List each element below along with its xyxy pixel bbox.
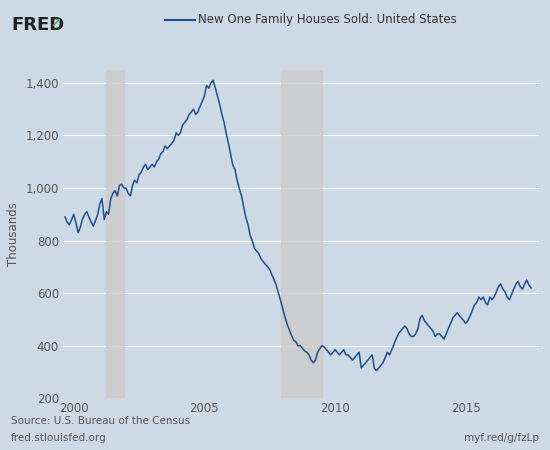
Text: ↗: ↗ [51, 17, 61, 30]
Text: FRED: FRED [11, 16, 64, 34]
Text: myf.red/g/fzLp: myf.red/g/fzLp [464, 433, 539, 443]
Bar [280, 70, 322, 398]
Y-axis label: Thousands: Thousands [7, 202, 20, 266]
Text: Source: U.S. Bureau of the Census: Source: U.S. Bureau of the Census [11, 416, 190, 426]
Text: fred.stlouisfed.org: fred.stlouisfed.org [11, 433, 107, 443]
Bar [106, 70, 124, 398]
Text: New One Family Houses Sold: United States: New One Family Houses Sold: United State… [198, 13, 456, 26]
